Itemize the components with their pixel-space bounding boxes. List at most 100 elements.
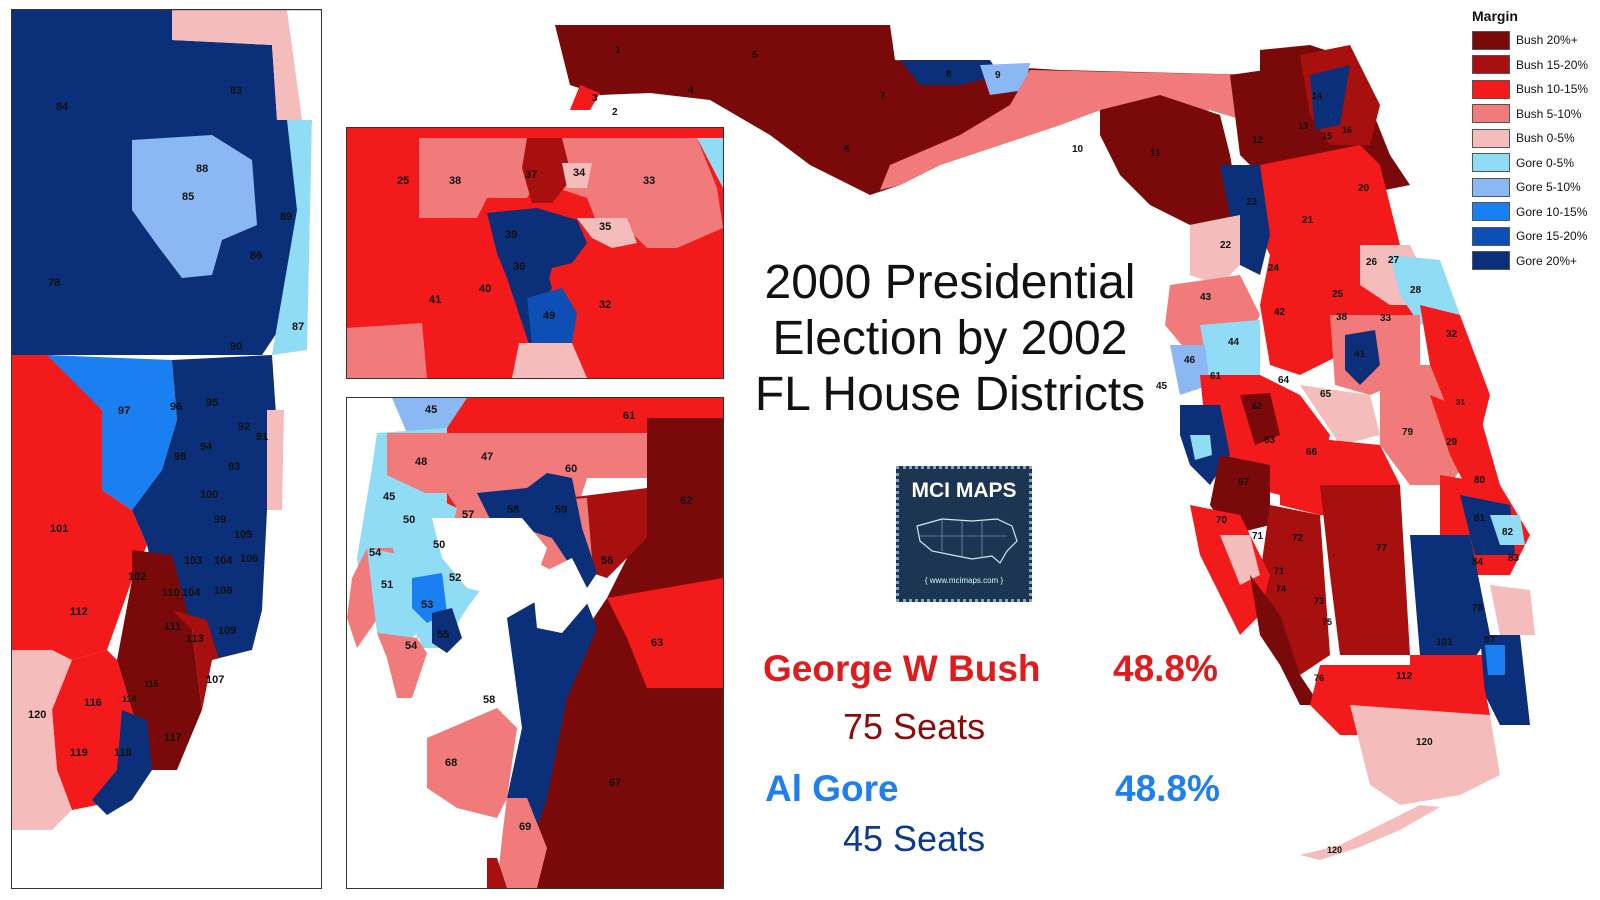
district-area bbox=[532, 558, 592, 633]
district-label: 47 bbox=[481, 451, 493, 463]
district-shapes bbox=[347, 128, 723, 378]
bay-water bbox=[12, 750, 321, 888]
district-label: 73 bbox=[1314, 596, 1324, 606]
logo-url: { www.mcimaps.com } bbox=[924, 576, 1004, 585]
legend-label: Bush 10-15% bbox=[1516, 82, 1589, 97]
district-area bbox=[577, 218, 637, 248]
legend-title: Margin bbox=[1472, 8, 1518, 24]
district-label: 33 bbox=[643, 175, 655, 187]
district-label: 116 bbox=[84, 697, 102, 709]
district-label: 34 bbox=[573, 167, 586, 179]
legend-label: Bush 5-10% bbox=[1516, 106, 1582, 121]
legend-label: Bush 0-5% bbox=[1516, 131, 1575, 146]
district-shapes bbox=[347, 398, 723, 888]
legend-label: Gore 10-15% bbox=[1516, 204, 1588, 219]
district-area bbox=[1310, 65, 1350, 130]
district-label: 84 bbox=[56, 101, 69, 113]
district-label: 120 bbox=[1327, 845, 1342, 855]
district-label: 1 bbox=[615, 45, 621, 56]
district-area bbox=[1390, 255, 1460, 325]
district-label: 104 bbox=[182, 587, 201, 599]
title-line: 2000 Presidential bbox=[764, 256, 1136, 309]
district-label: 103 bbox=[184, 555, 202, 567]
district-label: 112 bbox=[70, 606, 88, 618]
district-label: 15 bbox=[1322, 131, 1332, 141]
florida-state-map: 1 5 3 4 2 8 9 7 6 10 11 14 13 12 15 16 2… bbox=[540, 15, 1600, 890]
district-label: 54 bbox=[405, 640, 418, 652]
district-area bbox=[1220, 535, 1260, 585]
gore-candidate-name: Al Gore bbox=[765, 768, 899, 809]
district-area bbox=[555, 25, 1410, 195]
district-label: 117 bbox=[164, 732, 182, 744]
district-area bbox=[1380, 365, 1470, 485]
district-label: 38 bbox=[1336, 312, 1348, 323]
district-label: 12 bbox=[1252, 135, 1264, 146]
legend-item: Gore 5-10% bbox=[1466, 175, 1596, 200]
district-label: 4 bbox=[688, 85, 694, 96]
district-area bbox=[308, 10, 321, 888]
district-label: 32 bbox=[1446, 329, 1458, 340]
district-label: 41 bbox=[429, 294, 441, 306]
district-label: 50 bbox=[433, 539, 445, 551]
legend-label: Gore 5-10% bbox=[1516, 180, 1581, 195]
district-label: 16 bbox=[1342, 125, 1352, 135]
district-area bbox=[392, 398, 467, 433]
district-label: 113 bbox=[186, 633, 204, 645]
legend-label: Bush 15-20% bbox=[1516, 57, 1589, 72]
district-label: 75 bbox=[1322, 617, 1332, 627]
legend-swatch bbox=[1472, 79, 1510, 99]
legend-label: Gore 0-5% bbox=[1516, 155, 1575, 170]
district-area bbox=[1250, 575, 1320, 705]
legend-item: Bush 15-20% bbox=[1466, 53, 1596, 78]
district-label: 11 bbox=[1150, 148, 1161, 159]
district-label: 3 bbox=[592, 93, 598, 104]
legend-swatch bbox=[1472, 226, 1510, 246]
district-label: 6 bbox=[844, 144, 850, 155]
legend-label: Gore 15-20% bbox=[1516, 229, 1588, 244]
mci-maps-logo: MCI MAPS { www.mcimaps.com } bbox=[896, 466, 1032, 602]
legend-item: Bush 20%+ bbox=[1466, 28, 1596, 53]
legend-item: Gore 0-5% bbox=[1466, 151, 1596, 176]
district-area bbox=[412, 573, 447, 623]
district-area bbox=[12, 355, 147, 720]
district-area bbox=[1485, 645, 1505, 675]
district-area bbox=[487, 858, 507, 888]
district-label: 20 bbox=[1358, 183, 1370, 194]
district-area bbox=[267, 410, 284, 510]
district-label: 107 bbox=[206, 674, 224, 686]
district-area bbox=[1240, 393, 1280, 445]
legend-swatch bbox=[1472, 202, 1510, 222]
district-area bbox=[427, 708, 517, 818]
district-label: 62 bbox=[1252, 401, 1262, 411]
district-label: 25 bbox=[1332, 289, 1344, 300]
inset-orl-district-labels: 25 38 37 34 33 35 39 36 40 41 49 32 bbox=[397, 167, 655, 322]
district-label: 111 bbox=[164, 621, 181, 633]
district-label: 92 bbox=[238, 421, 250, 433]
bush-candidate-name: George W Bush bbox=[763, 648, 1041, 689]
district-area bbox=[1170, 345, 1210, 395]
district-label: 76 bbox=[1314, 673, 1324, 683]
gore-seat-count: 45 Seats bbox=[843, 818, 986, 859]
district-area bbox=[497, 418, 723, 888]
district-area bbox=[1200, 320, 1260, 380]
district-label: 112 bbox=[1396, 671, 1413, 682]
district-label: 29 bbox=[1446, 437, 1458, 448]
district-area bbox=[47, 355, 177, 510]
district-area bbox=[1410, 535, 1490, 665]
district-label: 14 bbox=[1312, 91, 1322, 101]
district-label: 78 bbox=[48, 277, 60, 289]
district-label: 120 bbox=[28, 709, 46, 721]
orlando-inset-map: 25 38 37 34 33 35 39 36 40 41 49 32 bbox=[346, 127, 724, 379]
district-label: 71 bbox=[1274, 566, 1284, 576]
district-area bbox=[367, 548, 422, 648]
legend-swatch bbox=[1472, 104, 1510, 124]
district-label: 114 bbox=[122, 694, 137, 704]
legend-item: Gore 15-20% bbox=[1466, 224, 1596, 249]
district-label: 13 bbox=[1298, 121, 1308, 131]
district-area bbox=[497, 798, 547, 888]
district-label: 45 bbox=[425, 404, 437, 416]
district-label: 90 bbox=[230, 341, 242, 353]
district-label: 69 bbox=[519, 821, 531, 833]
district-label: 82 bbox=[1502, 527, 1514, 538]
district-area bbox=[1345, 330, 1380, 385]
